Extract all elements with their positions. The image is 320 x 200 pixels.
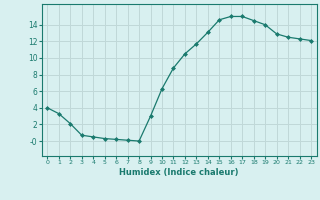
X-axis label: Humidex (Indice chaleur): Humidex (Indice chaleur) (119, 168, 239, 177)
